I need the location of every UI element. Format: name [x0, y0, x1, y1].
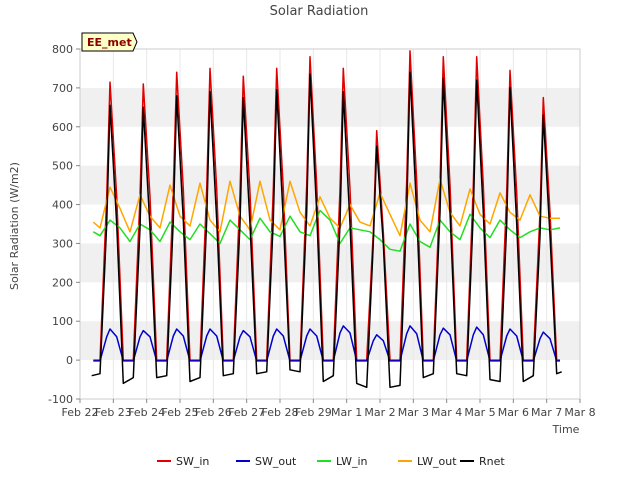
- x-tick-label: Feb 27: [228, 406, 265, 419]
- y-axis-ticks: -100 0 100 200 300 400 500 600 700 800: [48, 43, 80, 406]
- x-tick-label: Mar 2: [364, 406, 395, 419]
- y-tick-label: 200: [52, 276, 73, 289]
- x-tick-label: Mar 6: [498, 406, 529, 419]
- x-tick-label: Mar 5: [464, 406, 495, 419]
- grid-band: [80, 165, 580, 205]
- grid-bands: [80, 87, 580, 361]
- x-tick-label: Feb 28: [262, 406, 299, 419]
- y-tick-label: 300: [52, 237, 73, 250]
- y-tick-label: 0: [66, 354, 73, 367]
- x-tick-label: Mar 4: [431, 406, 462, 419]
- x-tick-label: Feb 24: [128, 406, 165, 419]
- y-tick-label: 100: [52, 315, 73, 328]
- series-line-rnet: [91, 71, 562, 389]
- series-line-sw-in: [93, 50, 560, 361]
- grid-band: [80, 243, 580, 283]
- y-tick-label: 600: [52, 121, 73, 134]
- legend: SW_in SW_out LW_in LW_out Rnet: [157, 455, 505, 468]
- series-layer: [91, 50, 562, 389]
- station-badge-box: [81, 32, 138, 52]
- series-line-lw-in: [92, 209, 561, 252]
- x-axis-label: Time: [552, 423, 580, 436]
- series-line-sw-out: [93, 325, 560, 362]
- legend-label: Rnet: [479, 455, 505, 468]
- x-tick-label: Mar 8: [564, 406, 595, 419]
- grid-band: [80, 87, 580, 127]
- legend-label: LW_out: [417, 455, 457, 468]
- x-tick-label: Mar 7: [531, 406, 562, 419]
- y-tick-label: 400: [52, 199, 73, 212]
- series-line-lw-out: [92, 178, 560, 237]
- legend-label: LW_in: [336, 455, 368, 468]
- station-badge: EE_met: [81, 32, 138, 52]
- grid-band: [80, 321, 580, 361]
- y-tick-label: 500: [52, 160, 73, 173]
- plot-frame: [79, 48, 581, 400]
- chart-title: Solar Radiation: [270, 4, 369, 19]
- y-axis-label: Solar Radiation (W/m2): [8, 162, 21, 290]
- x-tick-label: Mar 1: [331, 406, 362, 419]
- y-tick-label: 700: [52, 82, 73, 95]
- x-tick-label: Feb 22: [62, 406, 99, 419]
- x-tick-label: Mar 3: [398, 406, 429, 419]
- station-badge-text: EE_met: [87, 36, 132, 49]
- legend-label: SW_out: [255, 455, 297, 468]
- y-tick-label: 800: [52, 43, 73, 56]
- x-tick-label: Feb 25: [162, 406, 199, 419]
- y-tick-label: -100: [48, 393, 73, 406]
- x-tick-label: Feb 23: [95, 406, 132, 419]
- x-tick-label: Feb 26: [195, 406, 232, 419]
- legend-label: SW_in: [176, 455, 209, 468]
- x-tick-label: Feb 29: [295, 406, 332, 419]
